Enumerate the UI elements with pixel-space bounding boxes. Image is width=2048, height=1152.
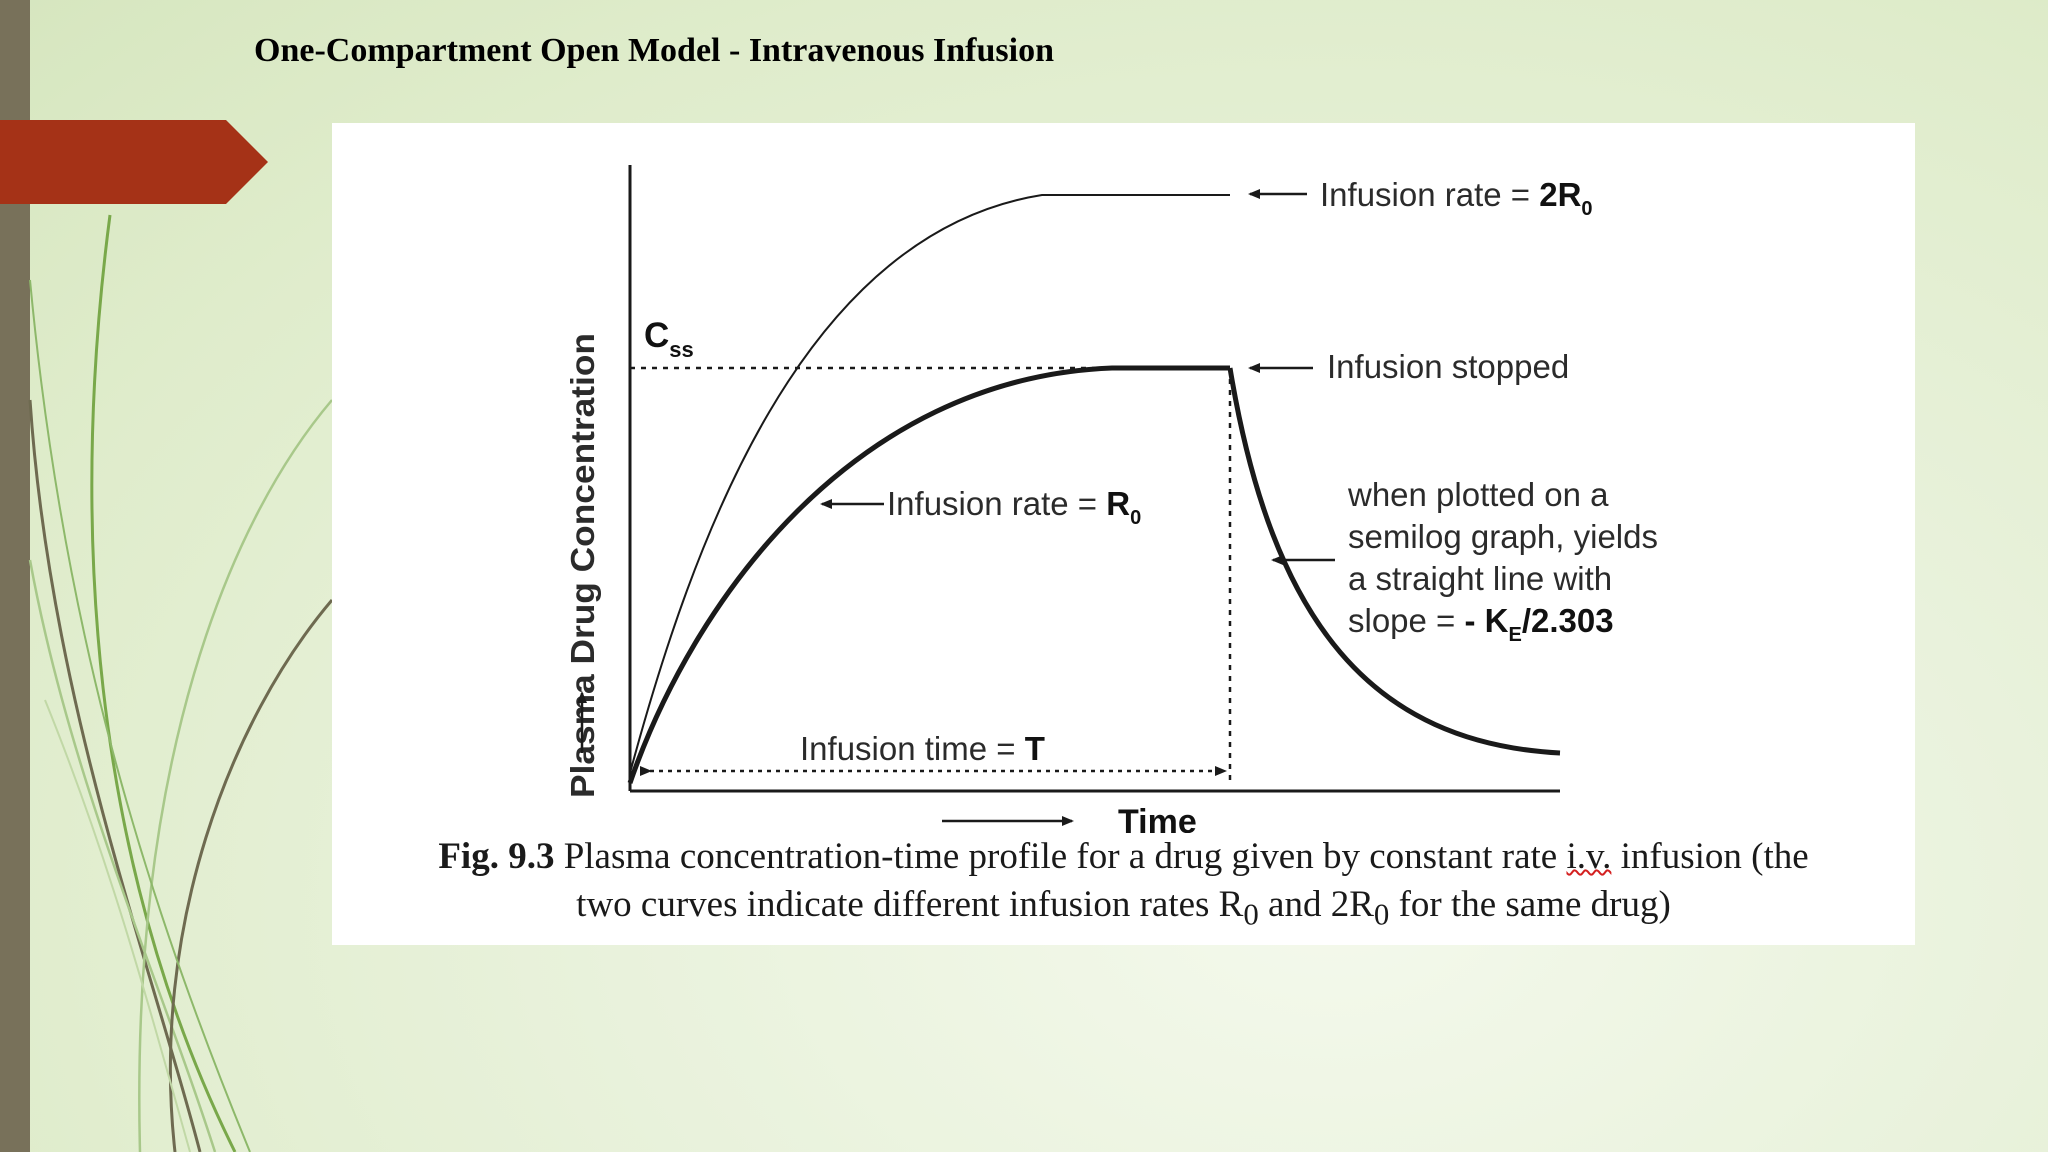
- caption-part-3: two curves indicate different infusion r…: [576, 884, 1244, 925]
- caption-part-4: and 2R: [1258, 884, 1374, 925]
- caption-sub-1: 0: [1243, 897, 1259, 932]
- rate-r0-label: Infusion rate = R0: [887, 485, 1141, 529]
- caption-line-2: two curves indicate different infusion r…: [332, 881, 1915, 938]
- caption-iv-abbreviation: i.v.: [1566, 836, 1612, 877]
- accent-arrow-shape: [0, 120, 268, 204]
- infusion-diagram: Plasma Drug Concentration Time Css Infus…: [564, 165, 1658, 833]
- curve-r0: [627, 365, 1230, 784]
- caption-part-2: infusion (the: [1611, 836, 1809, 877]
- figure-caption: Fig. 9.3 Plasma concentration-time profi…: [332, 833, 1915, 938]
- caption-line-1: Fig. 9.3 Plasma concentration-time profi…: [332, 833, 1915, 881]
- semilog-line-3: a straight line with: [1348, 560, 1612, 597]
- x-axis-label: Time: [1118, 803, 1197, 833]
- infusion-time-label: Infusion time = T: [800, 730, 1045, 767]
- semilog-line-2: semilog graph, yields: [1348, 518, 1658, 555]
- caption-figure-number: Fig. 9.3: [438, 836, 555, 877]
- semilog-line-1: when plotted on a: [1347, 476, 1609, 513]
- figure-panel: Plasma Drug Concentration Time Css Infus…: [332, 123, 1915, 945]
- slide-title: One-Compartment Open Model - Intravenous…: [254, 32, 1054, 69]
- elimination-curve: [1227, 367, 1561, 756]
- caption-sub-2: 0: [1373, 897, 1390, 932]
- infusion-stopped-label: Infusion stopped: [1327, 348, 1569, 385]
- caption-part-5: for the same drug): [1389, 884, 1671, 925]
- decorative-curved-lines: [28, 214, 334, 1152]
- semilog-line-4: slope = - KE/2.303: [1348, 602, 1614, 646]
- css-label: Css: [644, 316, 694, 362]
- caption-part-1: Plasma concentration-time profile for a …: [554, 836, 1567, 877]
- curve-2r0: [629, 194, 1230, 774]
- rate-2r0-label: Infusion rate = 2R0: [1320, 176, 1593, 220]
